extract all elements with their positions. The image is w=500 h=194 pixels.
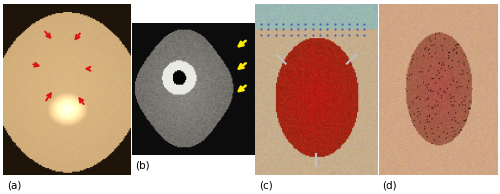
- Text: (a): (a): [8, 180, 22, 190]
- Text: (d): (d): [382, 180, 397, 190]
- Text: (b): (b): [135, 161, 150, 171]
- Text: (c): (c): [259, 180, 273, 190]
